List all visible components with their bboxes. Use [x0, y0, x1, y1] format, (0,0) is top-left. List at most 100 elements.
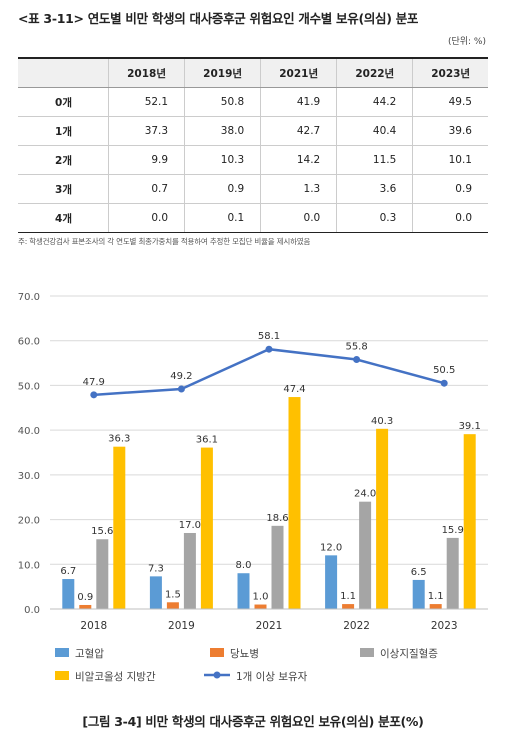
legend-marker	[213, 671, 221, 679]
row-header: 0개	[18, 87, 109, 117]
y-tick-label: 50.0	[18, 381, 40, 392]
line-point	[353, 355, 361, 363]
table-cell: 0.7	[107, 174, 185, 204]
header-blank	[18, 57, 109, 88]
legend-swatch	[55, 671, 69, 680]
legend-swatch	[360, 648, 374, 657]
table-cell: 50.8	[184, 87, 261, 117]
y-tick-label: 10.0	[18, 560, 40, 571]
data-label: 7.3	[148, 563, 164, 574]
unit-label: (단위: %)	[447, 37, 486, 47]
data-label: 6.5	[411, 567, 427, 578]
table-cell: 10.1	[412, 145, 488, 175]
line-data-label: 50.5	[433, 365, 455, 376]
table-cell: 3.6	[336, 174, 413, 204]
table-row: 0개 52.1 50.8 41.9 44.2 49.5	[18, 87, 488, 117]
row-header: 2개	[18, 145, 109, 175]
row-header: 4개	[18, 203, 109, 233]
legend-label: 비알코올성 지방간	[75, 671, 156, 683]
table-row: 2개 9.9 10.3 14.2 11.5 10.1	[18, 145, 488, 175]
table-cell: 10.3	[184, 145, 261, 175]
bar	[412, 579, 425, 609]
data-table: 2018년 2019년 2021년 2022년 2023년 0개 52.1 50.8…	[18, 57, 488, 233]
column-header: 2023년	[412, 57, 488, 88]
table-note: 주: 학생건강검사 표본조사의 각 연도별 최종가중치를 적용하여 추정한 모집…	[18, 237, 311, 246]
table-cell: 44.2	[336, 87, 413, 117]
bar	[288, 397, 301, 609]
x-tick-label: 2023	[431, 620, 458, 632]
bar	[463, 434, 476, 609]
table-cell: 9.9	[107, 145, 185, 175]
bar	[254, 604, 267, 609]
column-header: 2021년	[260, 57, 337, 88]
line-point	[90, 391, 98, 399]
legend-label: 이상지질혈증	[380, 647, 438, 660]
data-label: 8.0	[236, 560, 252, 571]
table-cell: 42.7	[260, 116, 337, 146]
legend-swatch	[210, 648, 224, 657]
data-label: 17.0	[179, 520, 201, 531]
data-label: 1.5	[165, 589, 181, 600]
table-cell: 0.1	[184, 203, 261, 233]
data-label: 15.9	[442, 525, 464, 536]
bar	[237, 573, 250, 609]
figure-caption: [그림 3-4] 비만 학생의 대사증후군 위험요인 보유(의심) 분포(%)	[82, 714, 424, 729]
x-tick-label: 2019	[168, 620, 195, 632]
column-header: 2018년	[107, 57, 185, 88]
table-cell: 1.3	[260, 174, 337, 204]
bar	[113, 446, 126, 609]
table-cell: 0.9	[412, 174, 488, 204]
legend-swatch	[55, 648, 69, 657]
table-cell: 40.4	[336, 116, 413, 146]
data-label: 6.7	[60, 566, 76, 577]
data-label: 0.9	[77, 592, 93, 603]
y-tick-label: 0.0	[24, 605, 40, 616]
chart: 0.0 10.0 20.0 30.0 40.0 50.0 60.0 70.0 6.7 0.9 15.…	[0, 280, 506, 700]
data-label: 1.0	[253, 592, 269, 603]
chart-svg: 0.0 10.0 20.0 30.0 40.0 50.0 60.0 70.0 6.7 0.9 15.…	[18, 292, 488, 683]
series-line	[93, 347, 445, 397]
y-tick-label: 70.0	[18, 292, 40, 303]
line-point	[177, 385, 185, 393]
table-header-row: 2018년 2019년 2021년 2022년 2023년	[18, 57, 488, 88]
bar	[183, 532, 196, 609]
table-cell: 41.9	[260, 87, 337, 117]
data-label: 47.4	[283, 384, 305, 395]
legend-label: 1개 이상 보유자	[236, 671, 308, 683]
bar	[149, 576, 162, 609]
table-cell: 0.0	[412, 203, 488, 233]
y-tick-label: 40.0	[18, 426, 40, 437]
bar	[359, 501, 372, 609]
x-tick-label: 2021	[256, 620, 283, 632]
y-tick-label: 20.0	[18, 516, 40, 527]
data-label: 12.0	[320, 542, 342, 553]
bar	[271, 525, 284, 609]
bar	[166, 602, 179, 609]
line-point	[440, 379, 448, 387]
line-data-label: 49.2	[170, 371, 192, 382]
legend-label: 당뇨병	[230, 648, 259, 660]
table-cell: 39.6	[412, 116, 488, 146]
data-label: 1.1	[340, 591, 356, 602]
column-header: 2019년	[184, 57, 261, 88]
bar	[429, 604, 442, 609]
table-title: <표 3-11> 연도별 비만 학생의 대사증후군 위험요인 개수별 보유(의심…	[18, 11, 419, 26]
bar	[62, 579, 75, 609]
legend-label: 고혈압	[75, 647, 104, 660]
data-label: 18.6	[266, 513, 288, 524]
data-label: 36.1	[196, 435, 218, 446]
bar	[376, 428, 389, 609]
line-data-label: 58.1	[258, 331, 280, 342]
bar	[446, 537, 459, 609]
bar	[200, 447, 213, 609]
column-header: 2022년	[336, 57, 413, 88]
table-cell: 11.5	[336, 145, 413, 175]
data-label: 39.1	[459, 421, 481, 432]
table-cell: 0.0	[260, 203, 337, 233]
line-data-label: 47.9	[83, 377, 105, 388]
line-data-label: 55.8	[345, 341, 367, 352]
bar	[342, 604, 355, 609]
table-row: 1개 37.3 38.0 42.7 40.4 39.6	[18, 116, 488, 146]
table-cell: 38.0	[184, 116, 261, 146]
table-row: 4개 0.0 0.1 0.0 0.3 0.0	[18, 203, 488, 233]
